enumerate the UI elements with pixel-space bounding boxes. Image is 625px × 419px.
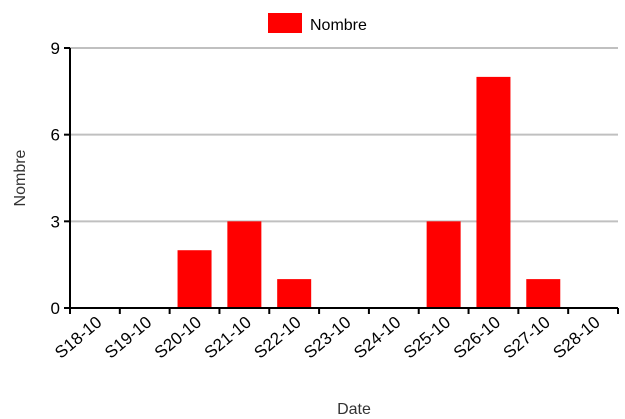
gridlines [70, 47, 618, 223]
bars [177, 76, 561, 308]
y-tick-label: 9 [51, 39, 60, 58]
x-tick-label: S28-10 [549, 313, 603, 363]
bar-S21-10 [227, 221, 262, 308]
legend-swatch [268, 13, 302, 33]
bar-S25-10 [426, 221, 461, 308]
axes [69, 48, 618, 309]
y-tick-labels: 0 3 6 9 [51, 39, 70, 318]
y-tick-label: 0 [51, 299, 60, 318]
bar-S20-10 [177, 250, 212, 308]
x-tick-labels: S18-10S19-10S20-10S21-10S22-10S23-10S24-… [51, 308, 619, 363]
bar-S22-10 [277, 279, 312, 308]
x-tick-label: S21-10 [201, 313, 255, 363]
x-tick-label: S26-10 [450, 313, 504, 363]
legend: Nombre [268, 13, 367, 34]
bar-S27-10 [526, 279, 561, 308]
y-axis-title: Nombre [12, 149, 29, 206]
legend-label: Nombre [310, 17, 367, 34]
x-tick-label: S22-10 [251, 313, 305, 363]
x-axis-title: Date [337, 401, 371, 418]
x-tick-label: S27-10 [500, 313, 554, 363]
x-tick-label: S25-10 [400, 313, 454, 363]
x-tick-label: S19-10 [101, 313, 155, 363]
y-tick-label: 3 [51, 212, 60, 231]
x-tick-label: S24-10 [350, 313, 404, 363]
x-tick-label: S23-10 [300, 313, 354, 363]
y-tick-label: 6 [51, 126, 60, 145]
bar-S26-10 [476, 76, 511, 308]
x-tick-label: S18-10 [51, 313, 105, 363]
x-tick-label: S20-10 [151, 313, 205, 363]
